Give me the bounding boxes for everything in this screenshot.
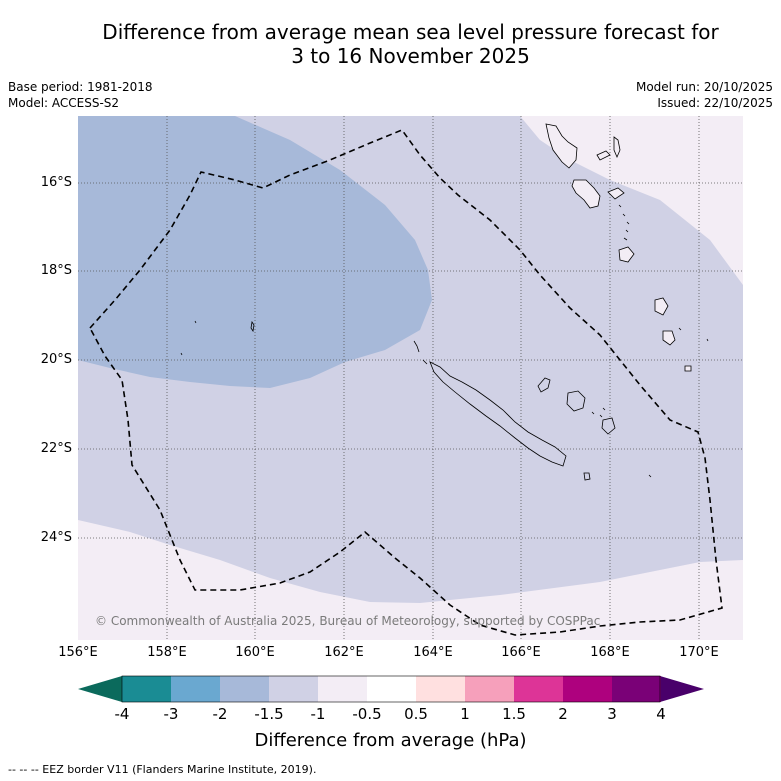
lon-label-166e: 166°E (501, 645, 541, 660)
colorbar-tick-label: 3 (607, 705, 617, 723)
colorbar-segment (220, 676, 269, 702)
colorbar-segment (367, 676, 416, 702)
colorbar-segment (122, 676, 171, 702)
eez-border (89, 129, 723, 636)
mare-island (601, 417, 616, 435)
colorbar-tick-label: -2 (212, 705, 228, 723)
ouvea-island (537, 377, 551, 393)
model-name: Model: ACCESS-S2 (8, 96, 120, 110)
meta-left: Base period: 1981-2018 Model: ACCESS-S2 (8, 79, 153, 111)
lat-label-24s: 24°S (40, 530, 72, 545)
meta-right: Model run: 20/10/2025 Issued: 22/10/2025 (636, 79, 773, 111)
colorbar-segment (416, 676, 465, 702)
isle-of-pines (583, 472, 591, 481)
colorbar (78, 675, 704, 703)
colorbar-underflow-triangle (78, 676, 122, 702)
lon-label-164e: 164°E (413, 645, 453, 660)
title-line-1: Difference from average mean sea level p… (102, 20, 719, 44)
lat-label-22s: 22°S (40, 441, 72, 456)
colorbar-tick-label: 0.5 (404, 705, 428, 723)
belep-islets (413, 340, 428, 365)
colorbar-tick-label: -3 (163, 705, 179, 723)
colorbar-segment (514, 676, 563, 702)
issued-date: Issued: 22/10/2025 (657, 96, 773, 110)
colorbar-segments (122, 676, 661, 702)
espiritu-santo-island (545, 123, 578, 169)
colorbar-overflow-triangle (660, 676, 704, 702)
colorbar-tick-label: 1 (460, 705, 470, 723)
efate-island (618, 246, 635, 263)
lifou-island (566, 390, 586, 412)
copyright-notice: © Commonwealth of Australia 2025, Bureau… (95, 614, 601, 628)
colorbar-tick-label: 2 (558, 705, 568, 723)
model-run: Model run: 20/10/2025 (635, 80, 773, 94)
colorbar-segment (612, 676, 661, 702)
maewo-island (613, 136, 621, 159)
graticule (78, 116, 743, 640)
lon-label-168e: 168°E (590, 645, 630, 660)
epi-island (607, 187, 625, 200)
colorbar-outline (121, 675, 661, 703)
colorbar-segment (465, 676, 514, 702)
colorbar-tick-label: -1.5 (254, 705, 284, 723)
tanna-island (662, 330, 676, 346)
small-vanuatu-islets (591, 204, 709, 478)
new-caledonia-island (429, 361, 567, 467)
colorbar-segment (563, 676, 612, 702)
lon-label-162e: 162°E (324, 645, 364, 660)
lat-label-18s: 18°S (40, 263, 72, 278)
colorbar-tick-label: -0.5 (352, 705, 382, 723)
map-title: Difference from average mean sea level p… (40, 20, 781, 68)
lat-label-20s: 20°S (40, 352, 72, 367)
chesterfield-reef (180, 320, 255, 356)
ambae-island (596, 150, 611, 161)
eez-legend: -- -- -- EEZ border V11 (Flanders Marine… (8, 763, 317, 776)
aneityum-island (684, 365, 692, 372)
base-period: Base period: 1981-2018 (8, 80, 153, 94)
erromango-island (654, 297, 669, 316)
colorbar-tick-label: 1.5 (502, 705, 526, 723)
lon-label-158e: 158°E (147, 645, 187, 660)
colorbar-segment (269, 676, 318, 702)
malekula-island (571, 179, 601, 209)
colorbar-segment (318, 676, 367, 702)
colorbar-tick-label: 4 (656, 705, 666, 723)
colorbar-tick-label: -1 (310, 705, 326, 723)
title-line-2: 3 to 16 November 2025 (291, 44, 530, 68)
lon-label-160e: 160°E (235, 645, 275, 660)
lon-label-170e: 170°E (679, 645, 719, 660)
colorbar-tick-label: -4 (114, 705, 130, 723)
map-area (78, 116, 743, 640)
lat-label-16s: 16°S (40, 175, 72, 190)
colorbar-segment (171, 676, 220, 702)
colorbar-title: Difference from average (hPa) (254, 730, 527, 751)
lon-label-156e: 156°E (58, 645, 98, 660)
